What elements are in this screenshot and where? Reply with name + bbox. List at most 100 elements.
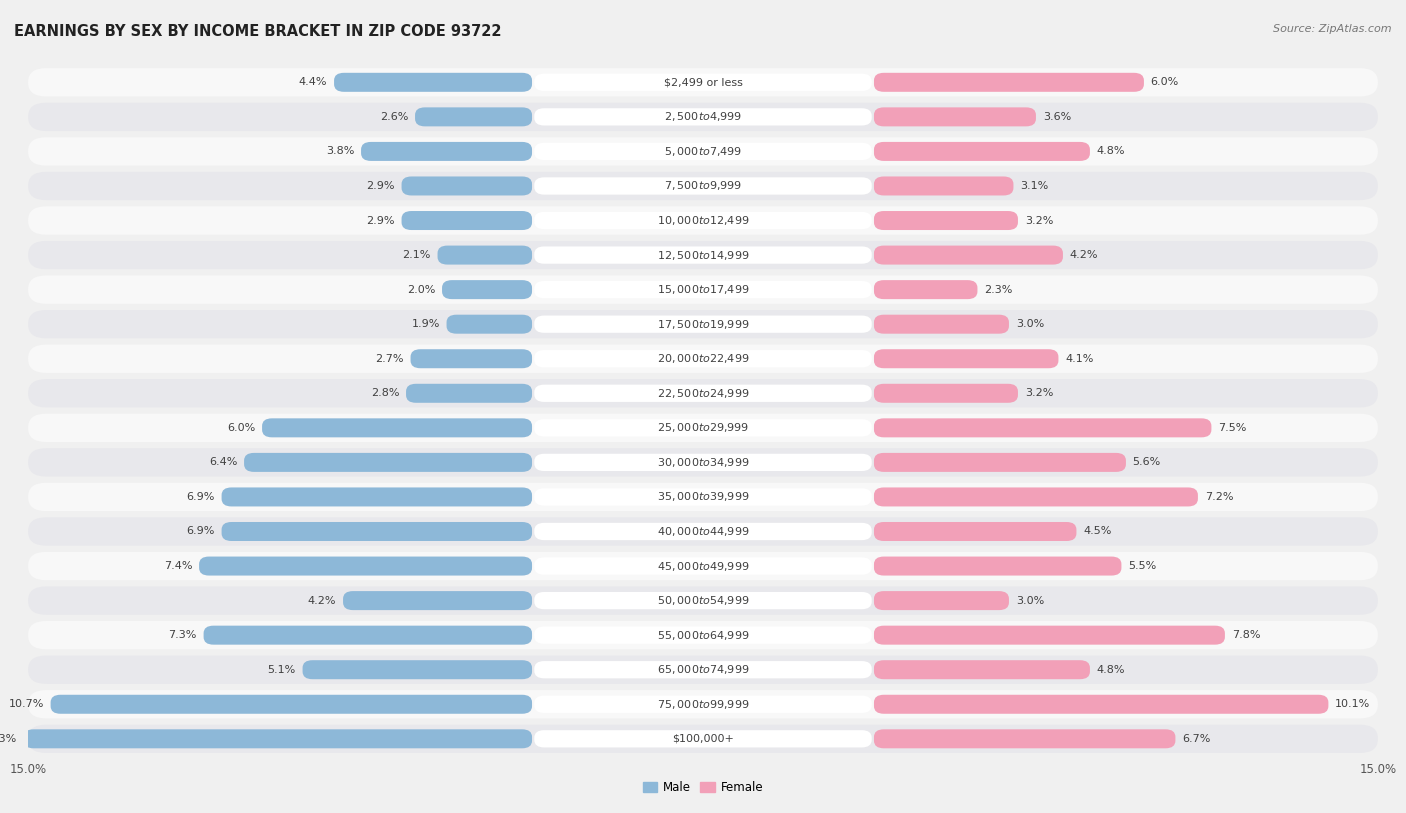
- FancyBboxPatch shape: [28, 276, 1378, 304]
- Text: 5.5%: 5.5%: [1128, 561, 1156, 571]
- FancyBboxPatch shape: [875, 453, 1126, 472]
- FancyBboxPatch shape: [28, 102, 1378, 131]
- FancyBboxPatch shape: [245, 453, 531, 472]
- Text: $25,000 to $29,999: $25,000 to $29,999: [657, 421, 749, 434]
- Text: 4.5%: 4.5%: [1083, 527, 1112, 537]
- FancyBboxPatch shape: [534, 74, 872, 91]
- Text: 3.2%: 3.2%: [1025, 389, 1053, 398]
- FancyBboxPatch shape: [534, 627, 872, 644]
- Text: 7.3%: 7.3%: [169, 630, 197, 640]
- FancyBboxPatch shape: [875, 419, 1212, 437]
- FancyBboxPatch shape: [24, 729, 531, 748]
- FancyBboxPatch shape: [875, 591, 1010, 610]
- Text: 7.2%: 7.2%: [1205, 492, 1233, 502]
- FancyBboxPatch shape: [534, 108, 872, 125]
- Text: 1.9%: 1.9%: [412, 320, 440, 329]
- Text: 4.2%: 4.2%: [308, 596, 336, 606]
- FancyBboxPatch shape: [534, 558, 872, 575]
- Text: 3.0%: 3.0%: [1015, 320, 1043, 329]
- FancyBboxPatch shape: [534, 350, 872, 367]
- Text: 4.8%: 4.8%: [1097, 146, 1125, 156]
- FancyBboxPatch shape: [875, 73, 1144, 92]
- FancyBboxPatch shape: [28, 517, 1378, 546]
- Text: 6.9%: 6.9%: [187, 527, 215, 537]
- FancyBboxPatch shape: [28, 241, 1378, 269]
- Text: 3.6%: 3.6%: [1043, 112, 1071, 122]
- FancyBboxPatch shape: [875, 350, 1059, 368]
- Text: 7.5%: 7.5%: [1218, 423, 1247, 433]
- FancyBboxPatch shape: [28, 655, 1378, 684]
- Text: 3.8%: 3.8%: [326, 146, 354, 156]
- FancyBboxPatch shape: [534, 489, 872, 506]
- FancyBboxPatch shape: [28, 448, 1378, 476]
- Text: $40,000 to $44,999: $40,000 to $44,999: [657, 525, 749, 538]
- FancyBboxPatch shape: [415, 107, 531, 126]
- Text: 6.7%: 6.7%: [1182, 734, 1211, 744]
- FancyBboxPatch shape: [28, 172, 1378, 200]
- FancyBboxPatch shape: [441, 280, 531, 299]
- FancyBboxPatch shape: [28, 483, 1378, 511]
- Text: $20,000 to $22,499: $20,000 to $22,499: [657, 352, 749, 365]
- Text: 4.8%: 4.8%: [1097, 665, 1125, 675]
- Text: $35,000 to $39,999: $35,000 to $39,999: [657, 490, 749, 503]
- Text: $30,000 to $34,999: $30,000 to $34,999: [657, 456, 749, 469]
- FancyBboxPatch shape: [28, 414, 1378, 442]
- Text: 10.7%: 10.7%: [8, 699, 44, 709]
- FancyBboxPatch shape: [875, 280, 977, 299]
- FancyBboxPatch shape: [875, 522, 1077, 541]
- Text: 6.0%: 6.0%: [1150, 77, 1178, 87]
- Text: $100,000+: $100,000+: [672, 734, 734, 744]
- Text: $10,000 to $12,499: $10,000 to $12,499: [657, 214, 749, 227]
- FancyBboxPatch shape: [222, 522, 531, 541]
- Text: $15,000 to $17,499: $15,000 to $17,499: [657, 283, 749, 296]
- FancyBboxPatch shape: [875, 729, 1175, 748]
- FancyBboxPatch shape: [534, 177, 872, 194]
- Text: 4.1%: 4.1%: [1066, 354, 1094, 363]
- FancyBboxPatch shape: [222, 488, 531, 506]
- FancyBboxPatch shape: [534, 523, 872, 540]
- Text: $50,000 to $54,999: $50,000 to $54,999: [657, 594, 749, 607]
- FancyBboxPatch shape: [200, 557, 531, 576]
- FancyBboxPatch shape: [534, 212, 872, 229]
- FancyBboxPatch shape: [302, 660, 531, 679]
- FancyBboxPatch shape: [534, 592, 872, 609]
- FancyBboxPatch shape: [28, 207, 1378, 235]
- FancyBboxPatch shape: [437, 246, 531, 264]
- FancyBboxPatch shape: [28, 379, 1378, 407]
- FancyBboxPatch shape: [406, 384, 531, 402]
- Legend: Male, Female: Male, Female: [638, 776, 768, 798]
- FancyBboxPatch shape: [28, 724, 1378, 753]
- FancyBboxPatch shape: [343, 591, 531, 610]
- FancyBboxPatch shape: [875, 660, 1090, 679]
- FancyBboxPatch shape: [875, 211, 1018, 230]
- FancyBboxPatch shape: [28, 310, 1378, 338]
- FancyBboxPatch shape: [875, 557, 1122, 576]
- Text: 2.9%: 2.9%: [367, 181, 395, 191]
- FancyBboxPatch shape: [534, 246, 872, 263]
- FancyBboxPatch shape: [875, 176, 1014, 195]
- FancyBboxPatch shape: [28, 690, 1378, 719]
- FancyBboxPatch shape: [447, 315, 531, 333]
- Text: 2.3%: 2.3%: [984, 285, 1012, 294]
- Text: 7.8%: 7.8%: [1232, 630, 1260, 640]
- Text: $12,500 to $14,999: $12,500 to $14,999: [657, 249, 749, 262]
- FancyBboxPatch shape: [402, 176, 531, 195]
- FancyBboxPatch shape: [534, 315, 872, 333]
- FancyBboxPatch shape: [875, 488, 1198, 506]
- Text: $7,500 to $9,999: $7,500 to $9,999: [664, 180, 742, 193]
- FancyBboxPatch shape: [875, 315, 1010, 333]
- FancyBboxPatch shape: [875, 384, 1018, 402]
- Text: $45,000 to $49,999: $45,000 to $49,999: [657, 559, 749, 572]
- FancyBboxPatch shape: [204, 626, 531, 645]
- FancyBboxPatch shape: [28, 345, 1378, 373]
- Text: 3.0%: 3.0%: [1015, 596, 1043, 606]
- Text: 6.0%: 6.0%: [228, 423, 256, 433]
- Text: $65,000 to $74,999: $65,000 to $74,999: [657, 663, 749, 676]
- FancyBboxPatch shape: [875, 246, 1063, 264]
- Text: 2.0%: 2.0%: [406, 285, 436, 294]
- Text: EARNINGS BY SEX BY INCOME BRACKET IN ZIP CODE 93722: EARNINGS BY SEX BY INCOME BRACKET IN ZIP…: [14, 24, 502, 39]
- FancyBboxPatch shape: [875, 142, 1090, 161]
- FancyBboxPatch shape: [534, 454, 872, 471]
- FancyBboxPatch shape: [28, 621, 1378, 650]
- FancyBboxPatch shape: [28, 137, 1378, 166]
